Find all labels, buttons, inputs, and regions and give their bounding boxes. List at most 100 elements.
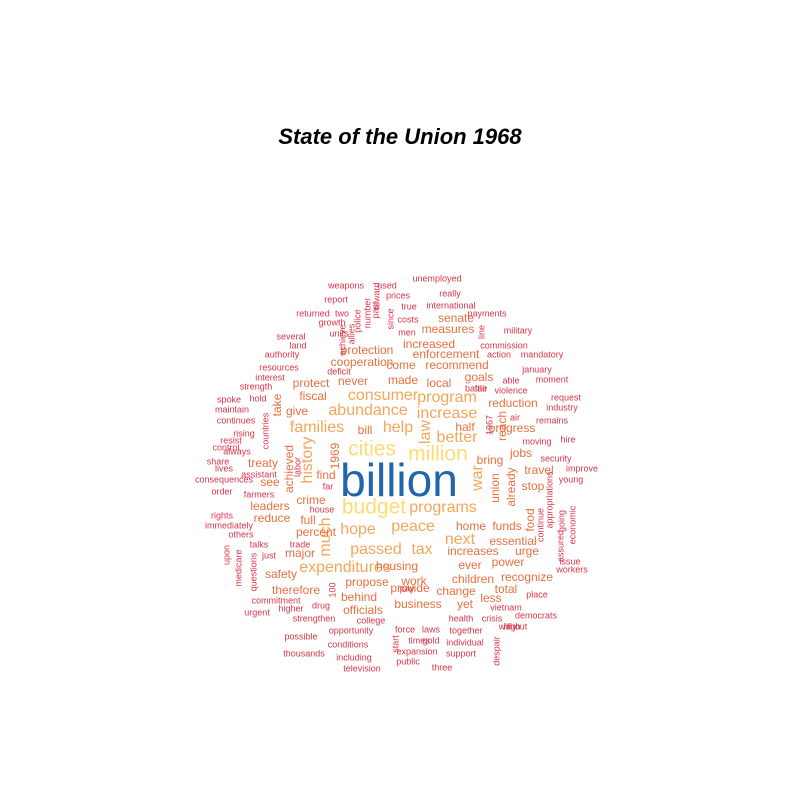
word-goals: goals <box>464 370 494 384</box>
word-democrats: democrats <box>514 610 558 621</box>
word-order: order <box>211 486 233 497</box>
word-local: local <box>426 376 452 390</box>
word-support: support <box>445 648 477 659</box>
word-made: made <box>387 373 419 387</box>
word-assured: assured <box>555 529 566 563</box>
word-power: power <box>491 555 525 569</box>
word-trade: trade <box>289 539 311 550</box>
word-expansion: expansion <box>396 646 438 657</box>
word-help: help <box>382 419 414 436</box>
word-medicare: medicare <box>233 549 244 587</box>
word-essential: essential <box>489 534 537 548</box>
word-individual: individual <box>446 637 484 648</box>
word-percent: percent <box>295 525 337 539</box>
word-costs: costs <box>397 314 419 325</box>
word-others: others <box>228 529 254 540</box>
word-work: work <box>401 574 427 588</box>
word-maintain: maintain <box>214 404 250 415</box>
word-three: three <box>431 662 453 673</box>
word-travel: travel <box>524 463 554 477</box>
word-leaders: leaders <box>250 499 290 513</box>
word-continues: continues <box>216 415 256 426</box>
word-resources: resources <box>259 362 299 373</box>
word-action: action <box>486 349 512 360</box>
word-budget: budget <box>341 495 407 519</box>
word-increase: increase <box>416 405 478 422</box>
word-line: line <box>476 324 487 340</box>
word-crime: crime <box>296 493 326 507</box>
word-commitment: commitment <box>251 595 301 606</box>
word-used: used <box>377 280 397 291</box>
word-cities: cities <box>348 437 396 461</box>
word-public: public <box>396 656 420 667</box>
word-jobs: jobs <box>509 446 533 460</box>
word-farmers: farmers <box>243 489 275 500</box>
word-ever: ever <box>458 558 482 572</box>
word-billion: billion <box>340 454 458 506</box>
word-total: total <box>494 582 518 596</box>
word-war: war <box>469 465 486 491</box>
word-fair: fair <box>474 383 488 394</box>
word-strength: strength <box>239 381 273 392</box>
word-without: without <box>498 621 528 632</box>
word-battle: battle <box>464 383 488 394</box>
word-children: children <box>451 572 495 586</box>
word-tax: tax <box>411 541 433 558</box>
word-take: take <box>270 393 284 417</box>
word-stop: stop <box>521 479 545 493</box>
word-questions: questions <box>248 552 259 592</box>
word-see: see <box>260 475 280 489</box>
word-possible: possible <box>284 631 318 642</box>
word-commission: commission <box>480 340 528 351</box>
word-going: going <box>556 509 567 533</box>
word-allies: allies <box>346 323 357 345</box>
word-consequences: consequences <box>194 474 254 485</box>
word-despair: despair <box>491 636 502 666</box>
word-international: international <box>426 300 476 311</box>
word-enforcement: enforcement <box>412 347 480 361</box>
word-authority: authority <box>264 349 300 360</box>
word-safety: safety <box>264 567 298 581</box>
word-food: food <box>523 508 537 532</box>
word-mandatory: mandatory <box>520 349 564 360</box>
word-abundance: abundance <box>328 402 408 419</box>
word-behind: behind <box>340 590 378 604</box>
word-times: times <box>408 635 430 646</box>
word-funds: funds <box>492 519 522 533</box>
word-conditions: conditions <box>327 639 369 650</box>
word-spoke: spoke <box>216 394 242 405</box>
word-hire: hire <box>560 434 576 445</box>
word-home: home <box>455 519 487 533</box>
word-find: find <box>316 468 336 482</box>
word-control: control <box>212 442 240 453</box>
word-cooperation: cooperation <box>330 355 394 369</box>
word-economic: economic <box>567 505 578 545</box>
word-give: give <box>285 404 309 418</box>
word-senate: senate <box>437 311 475 325</box>
word-improve: improve <box>565 463 599 474</box>
word-provide: provide <box>390 581 430 595</box>
word-yet: yet <box>456 597 474 611</box>
word-two: two <box>334 308 350 319</box>
word-military: military <box>503 325 533 336</box>
word-start: start <box>390 635 401 653</box>
word-industry: industry <box>546 402 578 413</box>
word-increased: increased <box>402 337 456 351</box>
word-housing: housing <box>375 559 419 573</box>
word-pay: pay <box>399 583 415 594</box>
word-security: security <box>540 453 572 464</box>
word-rights: rights <box>210 510 234 521</box>
word-including: including <box>336 652 372 663</box>
word-toward: toward <box>371 282 382 310</box>
word-fiscal: fiscal <box>299 389 327 403</box>
word-drug: drug <box>311 600 331 611</box>
word-interest: interest <box>255 372 285 383</box>
word-expenditures: expenditures <box>299 559 391 576</box>
word-continue: continue <box>535 507 546 543</box>
word-already: already <box>504 467 518 507</box>
word-million: million <box>408 442 468 466</box>
word-come: come <box>386 358 416 372</box>
word-next: next <box>444 531 476 548</box>
word-propose: propose <box>345 575 389 589</box>
